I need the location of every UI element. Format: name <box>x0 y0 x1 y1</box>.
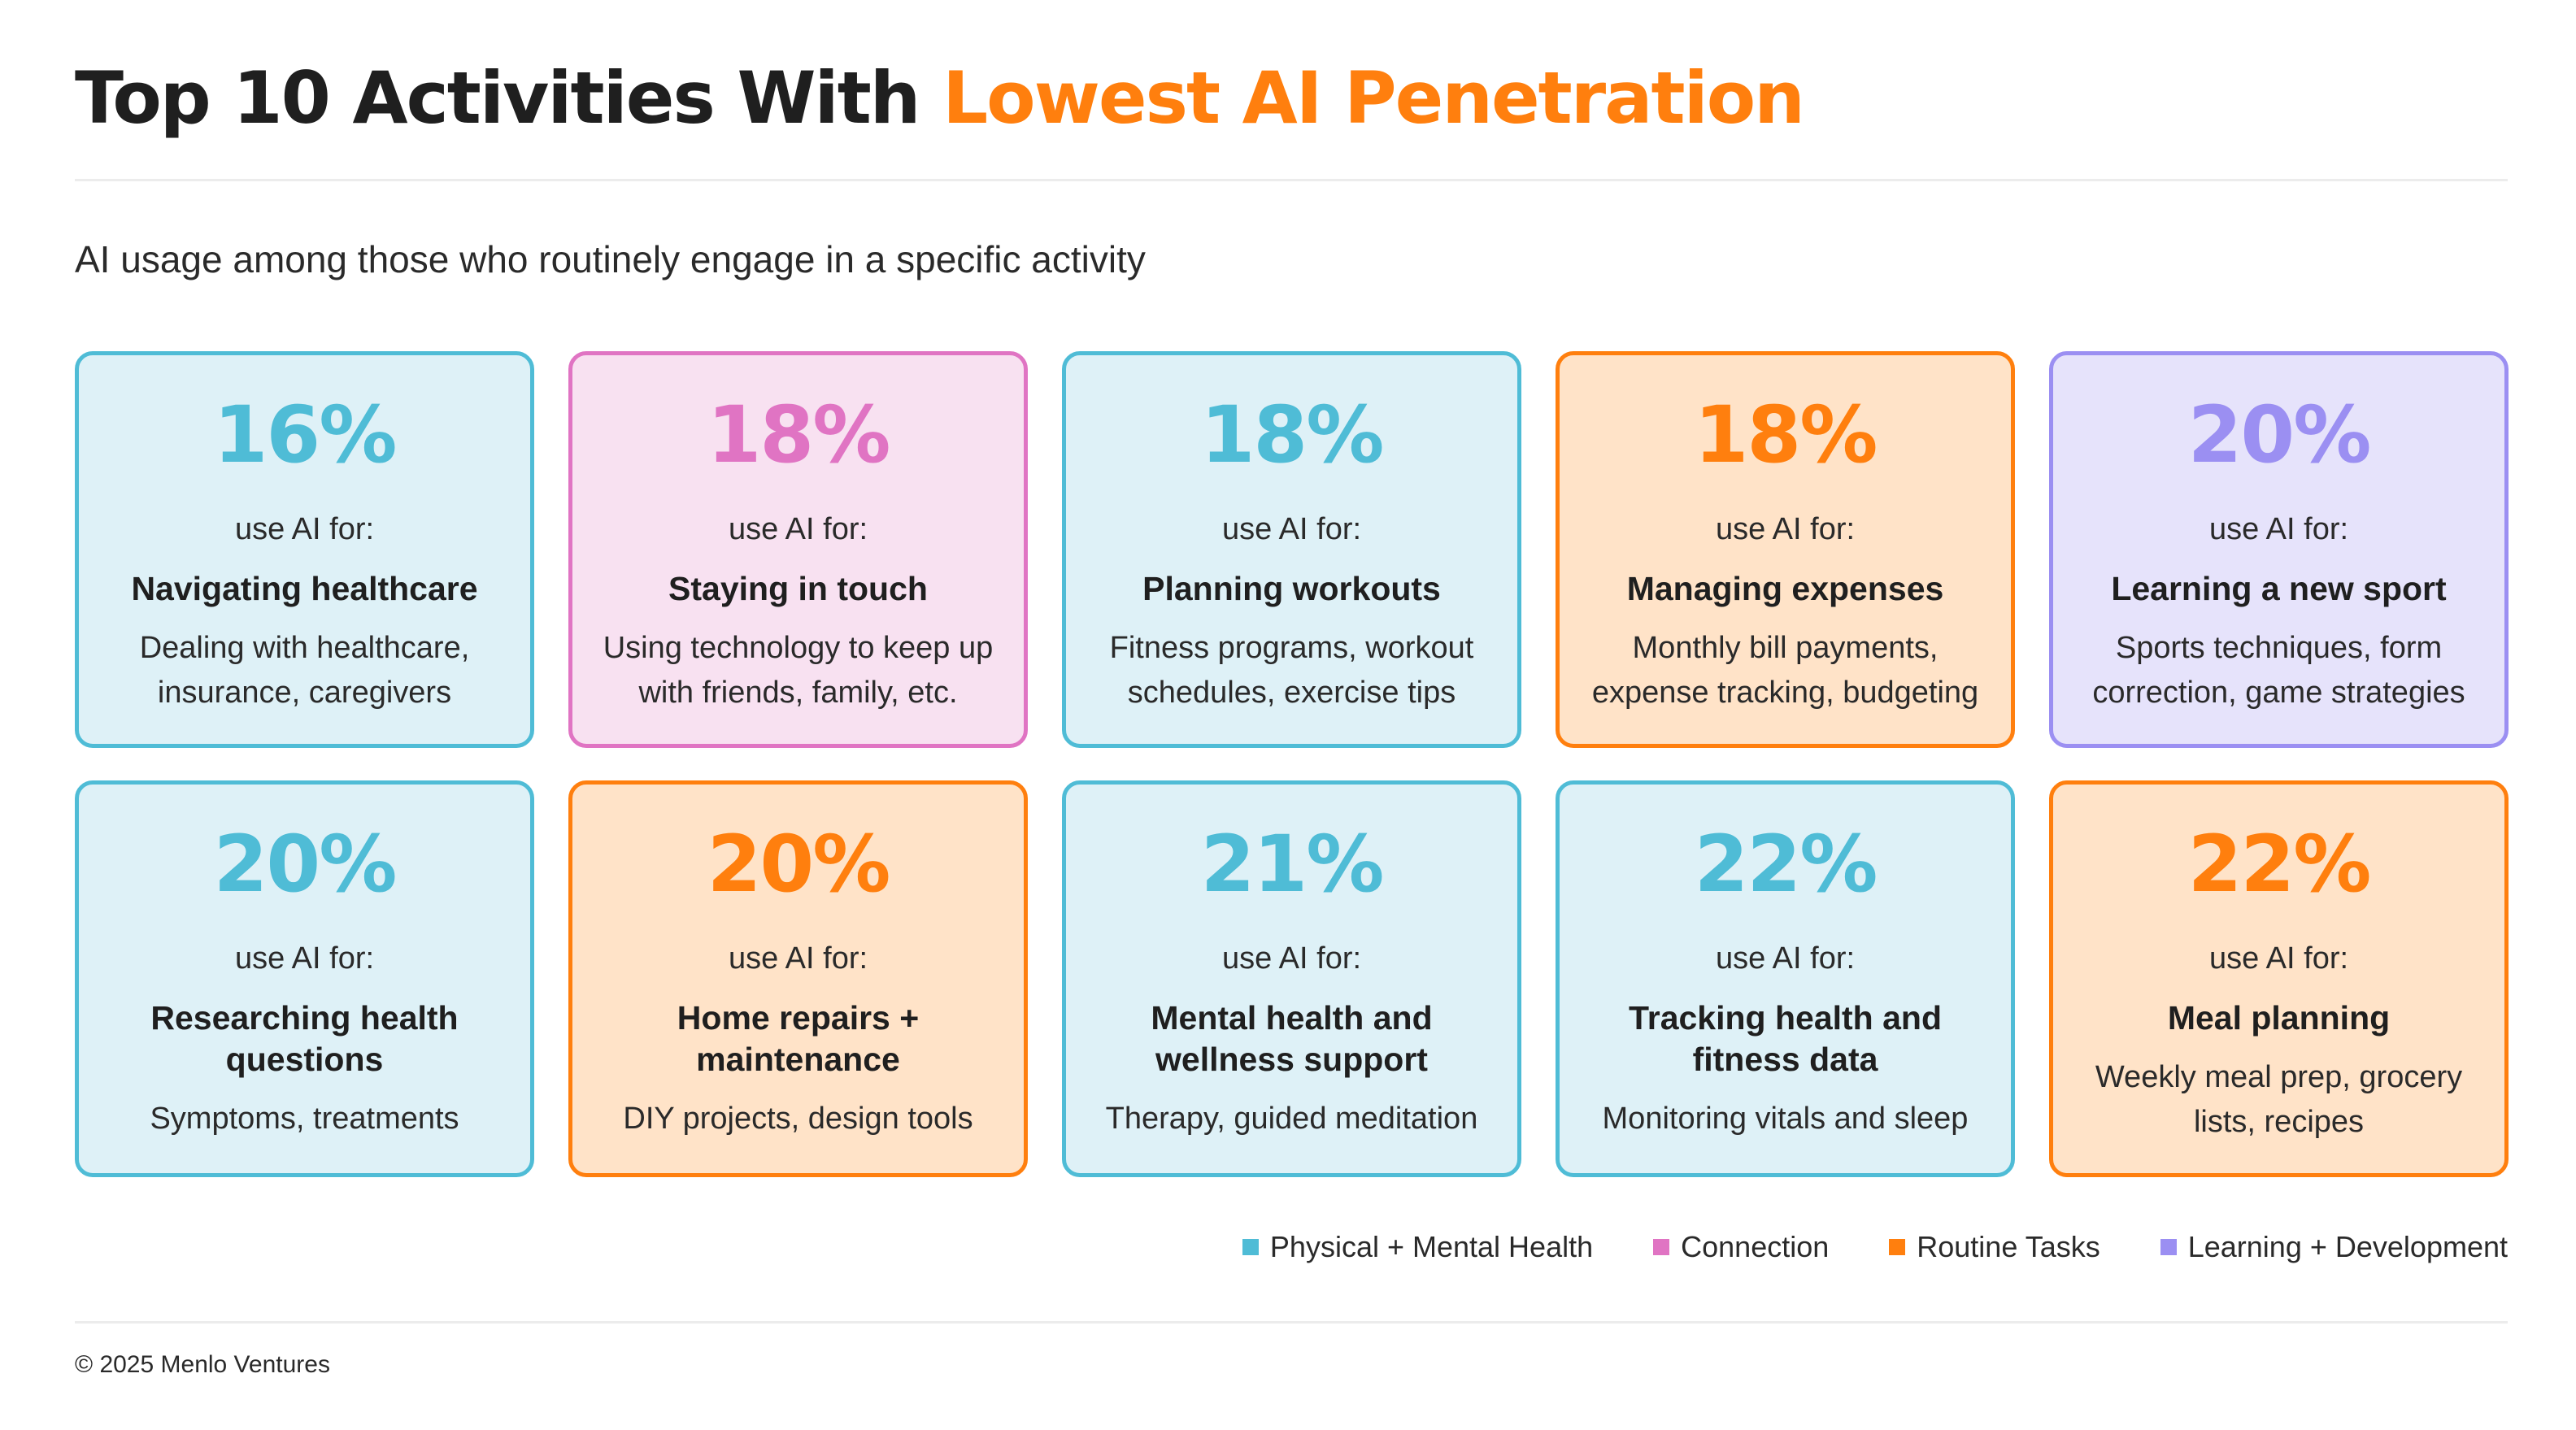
activity-name: Learning a new sport <box>2111 569 2447 607</box>
footer-divider <box>75 1321 2508 1324</box>
activity-description: Therapy, guided meditation <box>1105 1102 1478 1137</box>
use-ai-label: use AI for: <box>234 941 375 976</box>
use-ai-label: use AI for: <box>1221 941 1362 976</box>
activity-percent: 18% <box>1200 389 1385 480</box>
activity-card: 20% use AI for: Researching health questio… <box>75 780 534 1177</box>
header-divider <box>75 179 2508 181</box>
page-subtitle: AI usage among those who routinely engag… <box>75 238 1146 280</box>
activity-percent: 20% <box>213 819 398 910</box>
use-ai-label: use AI for: <box>1221 512 1362 546</box>
category-legend: Physical + Mental Health Connection Routin… <box>1242 1230 2508 1264</box>
legend-item: Connection <box>1653 1230 1829 1264</box>
activity-description: Dealing with healthcare, insurance, care… <box>139 631 470 711</box>
title-main: Top 10 Activities With <box>75 56 943 140</box>
activity-description: Sports techniques, form correction, game… <box>2092 631 2465 711</box>
activity-card: 18% use AI for: Planning workouts Fitness p… <box>1062 351 1521 748</box>
page: Top 10 Activities With Lowest AI Penetra… <box>75 0 2509 1430</box>
legend-label: Connection <box>1681 1230 1830 1263</box>
activity-description: Using technology to keep up with friends… <box>603 631 994 711</box>
activity-card: 22% use AI for: Tracking health and fitnes… <box>1556 780 2015 1177</box>
legend-label: Physical + Mental Health <box>1269 1230 1594 1263</box>
activity-percent: 22% <box>2187 819 2372 910</box>
legend-item: Learning + Development <box>2160 1230 2508 1264</box>
use-ai-label: use AI for: <box>728 941 868 976</box>
activity-card: 16% use AI for: Navigating healthcare Deali… <box>75 351 534 748</box>
activity-name: Navigating healthcare <box>131 569 478 607</box>
activity-name: Mental health and wellness support <box>1151 998 1433 1079</box>
activity-card: 20% use AI for: Learning a new sport Sports… <box>2049 351 2509 748</box>
activity-card: 22% use AI for: Meal planning Weekly meal p… <box>2049 780 2509 1177</box>
activity-name: Home repairs + maintenance <box>677 998 920 1079</box>
page-title: Top 10 Activities With Lowest AI Penetra… <box>75 56 1805 140</box>
legend-swatch <box>1889 1239 1906 1255</box>
activity-name: Planning workouts <box>1142 569 1441 607</box>
activity-name: Managing expenses <box>1626 569 1944 607</box>
activity-percent: 18% <box>707 389 891 480</box>
legend-label: Routine Tasks <box>1917 1230 2100 1263</box>
use-ai-label: use AI for: <box>1715 512 1856 546</box>
activity-card-grid: 16% use AI for: Navigating healthcare Deali… <box>75 351 2509 1177</box>
copyright-footer: © 2025 Menlo Ventures <box>75 1351 330 1378</box>
legend-label: Learning + Development <box>2187 1230 2508 1263</box>
use-ai-label: use AI for: <box>2208 512 2349 546</box>
activity-percent: 20% <box>2187 389 2372 480</box>
use-ai-label: use AI for: <box>2208 941 2349 976</box>
activity-percent: 16% <box>213 389 398 480</box>
activity-description: Symptoms, treatments <box>150 1102 459 1137</box>
activity-name: Tracking health and fitness data <box>1628 998 1943 1079</box>
activity-percent: 22% <box>1694 819 1878 910</box>
title-accent: Lowest AI Penetration <box>942 56 1805 140</box>
use-ai-label: use AI for: <box>1715 941 1856 976</box>
activity-percent: 18% <box>1694 389 1878 480</box>
activity-card: 20% use AI for: Home repairs + maintenance… <box>568 780 1028 1177</box>
activity-card: 21% use AI for: Mental health and wellness… <box>1062 780 1521 1177</box>
activity-card: 18% use AI for: Managing expenses Monthly b… <box>1556 351 2015 748</box>
activity-card: 18% use AI for: Staying in touch Using tech… <box>568 351 1028 748</box>
activity-name: Staying in touch <box>668 569 928 607</box>
legend-swatch <box>1242 1239 1259 1255</box>
activity-description: Fitness programs, workout schedules, exe… <box>1109 631 1474 711</box>
use-ai-label: use AI for: <box>234 512 375 546</box>
activity-description: Monthly bill payments, expense tracking,… <box>1591 631 1979 711</box>
activity-description: Monitoring vitals and sleep <box>1602 1102 1969 1137</box>
activity-percent: 21% <box>1200 819 1385 910</box>
legend-item: Routine Tasks <box>1889 1230 2100 1264</box>
activity-name: Meal planning <box>2167 998 2391 1037</box>
legend-swatch <box>1653 1239 1670 1255</box>
legend-item: Physical + Mental Health <box>1242 1230 1593 1264</box>
activity-percent: 20% <box>707 819 891 910</box>
activity-name: Researching health questions <box>150 998 459 1079</box>
legend-swatch <box>2160 1239 2177 1255</box>
use-ai-label: use AI for: <box>728 512 868 546</box>
activity-description: Weekly meal prep, grocery lists, recipes <box>2095 1060 2463 1140</box>
activity-description: DIY projects, design tools <box>623 1102 973 1137</box>
